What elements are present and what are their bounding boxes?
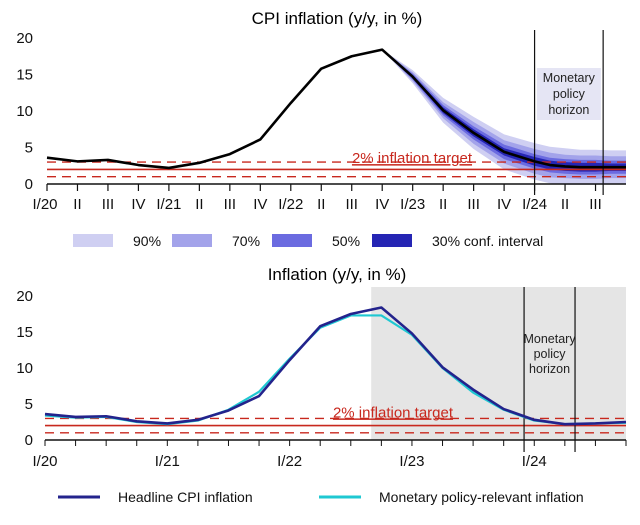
forecast-shading <box>371 287 626 440</box>
x-tick-label: I/23 <box>399 453 424 470</box>
legend-swatch-3 <box>372 234 412 247</box>
legend-label: Monetary policy-relevant inflation <box>379 489 584 505</box>
x-tick-label: IV <box>131 196 145 213</box>
y-tick-label: 15 <box>16 324 33 341</box>
x-tick-label: III <box>224 196 237 213</box>
bottom-chart-title: Inflation (y/y, in %) <box>268 265 407 284</box>
legend-bottom: Headline CPI inflation Monetary policy-re… <box>58 489 584 505</box>
bottom-chart-series <box>44 306 627 426</box>
y-tick-label: 5 <box>25 140 33 157</box>
x-tick-label: IV <box>253 196 267 213</box>
target-label: 2% inflation target <box>352 150 473 167</box>
y-tick-label: 10 <box>16 360 33 377</box>
x-tick-label: III <box>589 196 602 213</box>
y-tick-label: 20 <box>16 30 33 47</box>
x-tick-label: II <box>73 196 81 213</box>
top-chart-title: CPI inflation (y/y, in %) <box>252 9 423 28</box>
top-chart-horizon: Monetary policy horizon <box>533 30 604 195</box>
top-chart-target-lines: 2% inflation target <box>47 150 626 178</box>
bottom-chart-shaded-area <box>371 287 626 440</box>
y-tick-label: 15 <box>16 67 33 84</box>
y-tick-label: 20 <box>16 288 33 305</box>
horizon-label-background <box>536 68 601 120</box>
legend-swatch-1 <box>172 234 212 247</box>
y-tick-label: 10 <box>16 103 33 120</box>
headline-cpi-line <box>44 306 627 426</box>
x-tick-label: III <box>102 196 115 213</box>
legend-top: 90% 70% 50% 30% conf. interval <box>73 233 543 249</box>
x-tick-label: I/20 <box>32 196 57 213</box>
x-tick-label: I/21 <box>155 453 180 470</box>
x-tick-label: IV <box>375 196 389 213</box>
legend-label: Headline CPI inflation <box>118 489 253 505</box>
legend-swatch-2 <box>272 234 312 247</box>
x-tick-label: I/22 <box>278 196 303 213</box>
top-chart-series <box>46 48 626 170</box>
x-tick-label: I/21 <box>156 196 181 213</box>
legend-swatch-0 <box>73 234 113 247</box>
x-tick-label: II <box>561 196 569 213</box>
legend-label: 50% <box>332 233 360 249</box>
x-tick-label: I/24 <box>522 196 547 213</box>
horizon-label-line: Monetary <box>523 332 576 346</box>
x-tick-label: IV <box>497 196 511 213</box>
horizon-label-line: horizon <box>548 103 589 117</box>
legend-label: 90% <box>133 233 161 249</box>
bottom-chart-axes: 0 5 10 15 20 I/20 I/21 I/22 I/23 I/24 <box>16 288 627 470</box>
x-tick-label: I/22 <box>277 453 302 470</box>
top-chart: CPI inflation (y/y, in %) 2% inflation t… <box>16 9 626 213</box>
cpi-line <box>46 48 626 170</box>
x-tick-label: III <box>467 196 480 213</box>
x-tick-label: II <box>439 196 447 213</box>
target-label: 2% inflation target <box>333 404 454 421</box>
legend-label: 30% conf. interval <box>432 233 543 249</box>
y-tick-label: 0 <box>25 432 33 449</box>
horizon-label-line: horizon <box>529 362 570 376</box>
bottom-chart: Inflation (y/y, in %) 2% inflation targe… <box>16 265 627 470</box>
y-tick-label: 5 <box>25 396 33 413</box>
x-tick-label: I/24 <box>522 453 547 470</box>
x-tick-label: II <box>195 196 203 213</box>
horizon-label-line: Monetary <box>543 71 596 85</box>
x-tick-label: II <box>317 196 325 213</box>
horizon-label-line: policy <box>534 347 567 361</box>
legend-label: 70% <box>232 233 260 249</box>
horizon-label-line: policy <box>553 87 586 101</box>
x-tick-label: I/23 <box>400 196 425 213</box>
x-tick-label: III <box>345 196 358 213</box>
y-tick-label: 0 <box>25 176 33 193</box>
fan-band-90pct <box>382 49 626 185</box>
x-tick-label: I/20 <box>32 453 57 470</box>
